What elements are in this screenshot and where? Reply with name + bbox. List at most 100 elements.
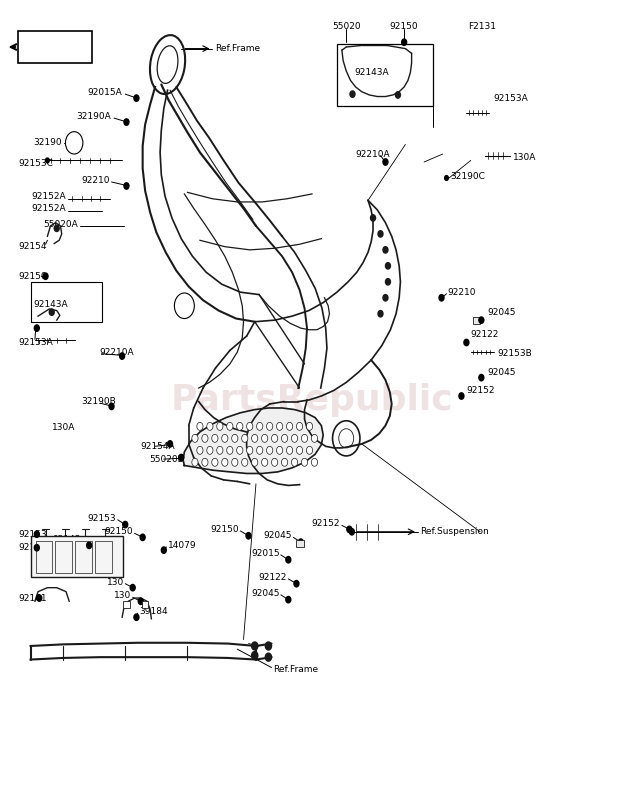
Text: 92015: 92015: [251, 549, 280, 558]
Circle shape: [43, 273, 48, 279]
Circle shape: [311, 434, 318, 442]
Bar: [95, 541, 112, 573]
Bar: [31, 282, 102, 322]
Circle shape: [227, 422, 233, 430]
Bar: [296, 540, 304, 547]
Circle shape: [265, 653, 271, 661]
Text: 92150: 92150: [18, 272, 47, 281]
Text: 92153: 92153: [87, 514, 116, 522]
Text: 92154: 92154: [18, 242, 47, 251]
Circle shape: [296, 446, 303, 454]
Circle shape: [192, 458, 198, 466]
Circle shape: [266, 422, 273, 430]
Text: 14079: 14079: [168, 541, 196, 550]
Circle shape: [383, 294, 388, 301]
Circle shape: [445, 175, 449, 180]
Text: 39184: 39184: [139, 607, 167, 616]
Text: 92150: 92150: [390, 22, 419, 30]
Circle shape: [207, 446, 213, 454]
Text: 92122: 92122: [259, 573, 287, 582]
Circle shape: [301, 458, 308, 466]
Circle shape: [246, 422, 253, 430]
Text: 130: 130: [114, 591, 132, 600]
Text: 92143: 92143: [18, 543, 47, 552]
Circle shape: [236, 422, 243, 430]
Circle shape: [378, 310, 383, 317]
Text: FRONT: FRONT: [35, 42, 75, 52]
Text: 92153A: 92153A: [494, 94, 529, 102]
Circle shape: [174, 293, 194, 318]
Circle shape: [37, 595, 42, 602]
Circle shape: [378, 230, 383, 237]
Circle shape: [217, 446, 223, 454]
Circle shape: [294, 581, 299, 587]
Circle shape: [232, 458, 238, 466]
Circle shape: [479, 374, 484, 381]
Text: 92210A: 92210A: [99, 347, 134, 357]
Polygon shape: [183, 408, 323, 474]
Bar: [36, 541, 52, 573]
Circle shape: [276, 422, 283, 430]
Circle shape: [383, 159, 388, 166]
Circle shape: [134, 95, 139, 102]
Text: Ref.Frame: Ref.Frame: [215, 44, 260, 53]
Text: 92210: 92210: [448, 288, 476, 297]
Circle shape: [291, 458, 298, 466]
Bar: [76, 541, 92, 573]
Circle shape: [386, 262, 391, 269]
Text: 92153: 92153: [18, 530, 47, 538]
Circle shape: [34, 325, 39, 331]
Circle shape: [301, 434, 308, 442]
Circle shape: [402, 39, 407, 46]
Circle shape: [202, 434, 208, 442]
Circle shape: [241, 458, 248, 466]
Circle shape: [246, 533, 251, 539]
Text: F2131: F2131: [467, 22, 495, 30]
Circle shape: [140, 534, 145, 541]
Circle shape: [54, 225, 59, 231]
Circle shape: [66, 132, 83, 154]
Circle shape: [241, 434, 248, 442]
Circle shape: [439, 294, 444, 301]
Circle shape: [207, 422, 213, 430]
Circle shape: [202, 458, 208, 466]
Text: 92161: 92161: [18, 594, 47, 602]
Circle shape: [46, 158, 49, 163]
Circle shape: [109, 403, 114, 410]
Bar: [124, 602, 130, 608]
Circle shape: [222, 434, 228, 442]
Circle shape: [197, 446, 203, 454]
Circle shape: [212, 434, 218, 442]
Text: 92045: 92045: [263, 531, 292, 540]
Circle shape: [178, 454, 183, 461]
Circle shape: [251, 642, 258, 650]
Circle shape: [383, 246, 388, 253]
Circle shape: [251, 651, 258, 659]
Circle shape: [197, 422, 203, 430]
Text: 92015A: 92015A: [87, 88, 122, 97]
Text: 92152A: 92152A: [31, 192, 66, 201]
Circle shape: [286, 557, 291, 563]
Text: Ref.Suspension: Ref.Suspension: [421, 527, 489, 536]
Circle shape: [281, 458, 288, 466]
Circle shape: [168, 441, 172, 447]
Text: 92153C: 92153C: [18, 159, 53, 168]
Bar: [337, 44, 434, 106]
Circle shape: [124, 119, 129, 126]
Circle shape: [123, 522, 128, 528]
Circle shape: [232, 434, 238, 442]
Circle shape: [371, 214, 376, 221]
Circle shape: [311, 458, 318, 466]
Text: 55020: 55020: [332, 22, 361, 30]
Text: 92150: 92150: [104, 527, 133, 536]
Circle shape: [49, 309, 54, 315]
Circle shape: [124, 182, 129, 189]
Circle shape: [256, 446, 263, 454]
Circle shape: [286, 597, 291, 603]
Circle shape: [286, 446, 293, 454]
Circle shape: [464, 339, 469, 346]
Circle shape: [34, 545, 39, 551]
Circle shape: [286, 422, 293, 430]
Circle shape: [261, 458, 268, 466]
Circle shape: [222, 458, 228, 466]
